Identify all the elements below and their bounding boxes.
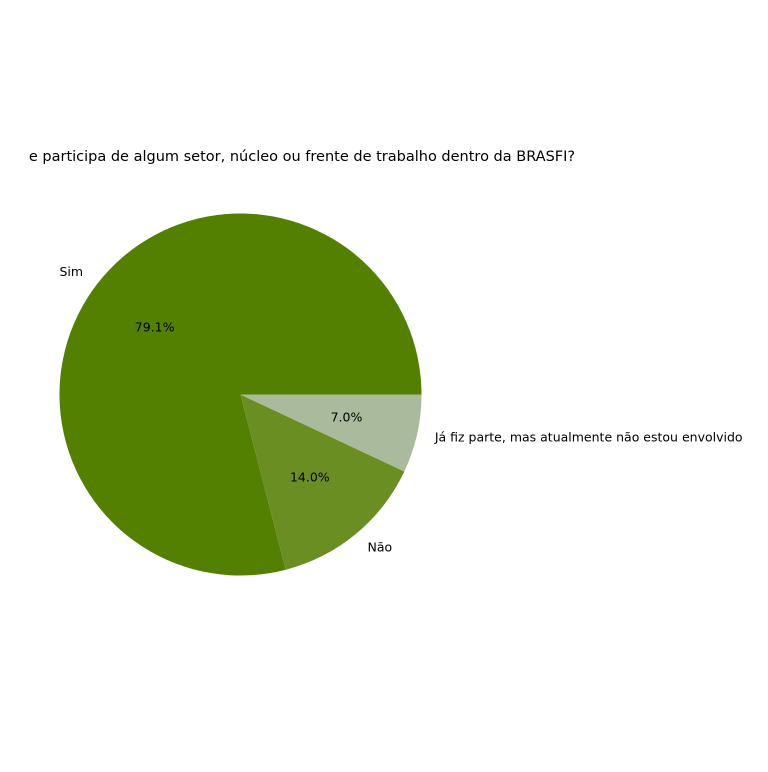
chart-title: e participa de algum setor, núcleo ou fr… xyxy=(29,149,575,165)
slice-label-nao: Não xyxy=(368,539,393,554)
pie-labels: Sim 79.1% Não 14.0% Já fiz parte, mas atualm… xyxy=(60,264,743,554)
slice-percent-nao: 14.0% xyxy=(290,470,330,485)
slice-percent-ja-fiz-parte-mas-atualmente-nao-estou-envolvido: 7.0% xyxy=(331,410,363,425)
slice-percent-sim: 79.1% xyxy=(135,319,175,334)
pie-slice-ja-fiz-parte-mas-atualmente-nao-estou-envolvido xyxy=(240,394,422,472)
slice-label-ja-fiz-parte-mas-atualmente-nao-estou-envolvido: Já fiz parte, mas atualmente não estou e… xyxy=(434,429,743,444)
pie-slice-sim xyxy=(59,213,422,576)
pie-slices xyxy=(59,213,422,576)
slice-label-sim: Sim xyxy=(60,264,84,279)
pie-slice-nao xyxy=(240,394,405,570)
